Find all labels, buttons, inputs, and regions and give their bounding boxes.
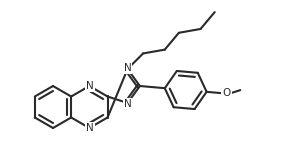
Text: N: N <box>86 123 94 133</box>
Text: O: O <box>222 88 231 98</box>
Text: N: N <box>86 81 94 91</box>
Text: N: N <box>124 99 131 109</box>
Text: O: O <box>222 88 231 98</box>
Text: N: N <box>124 63 131 73</box>
